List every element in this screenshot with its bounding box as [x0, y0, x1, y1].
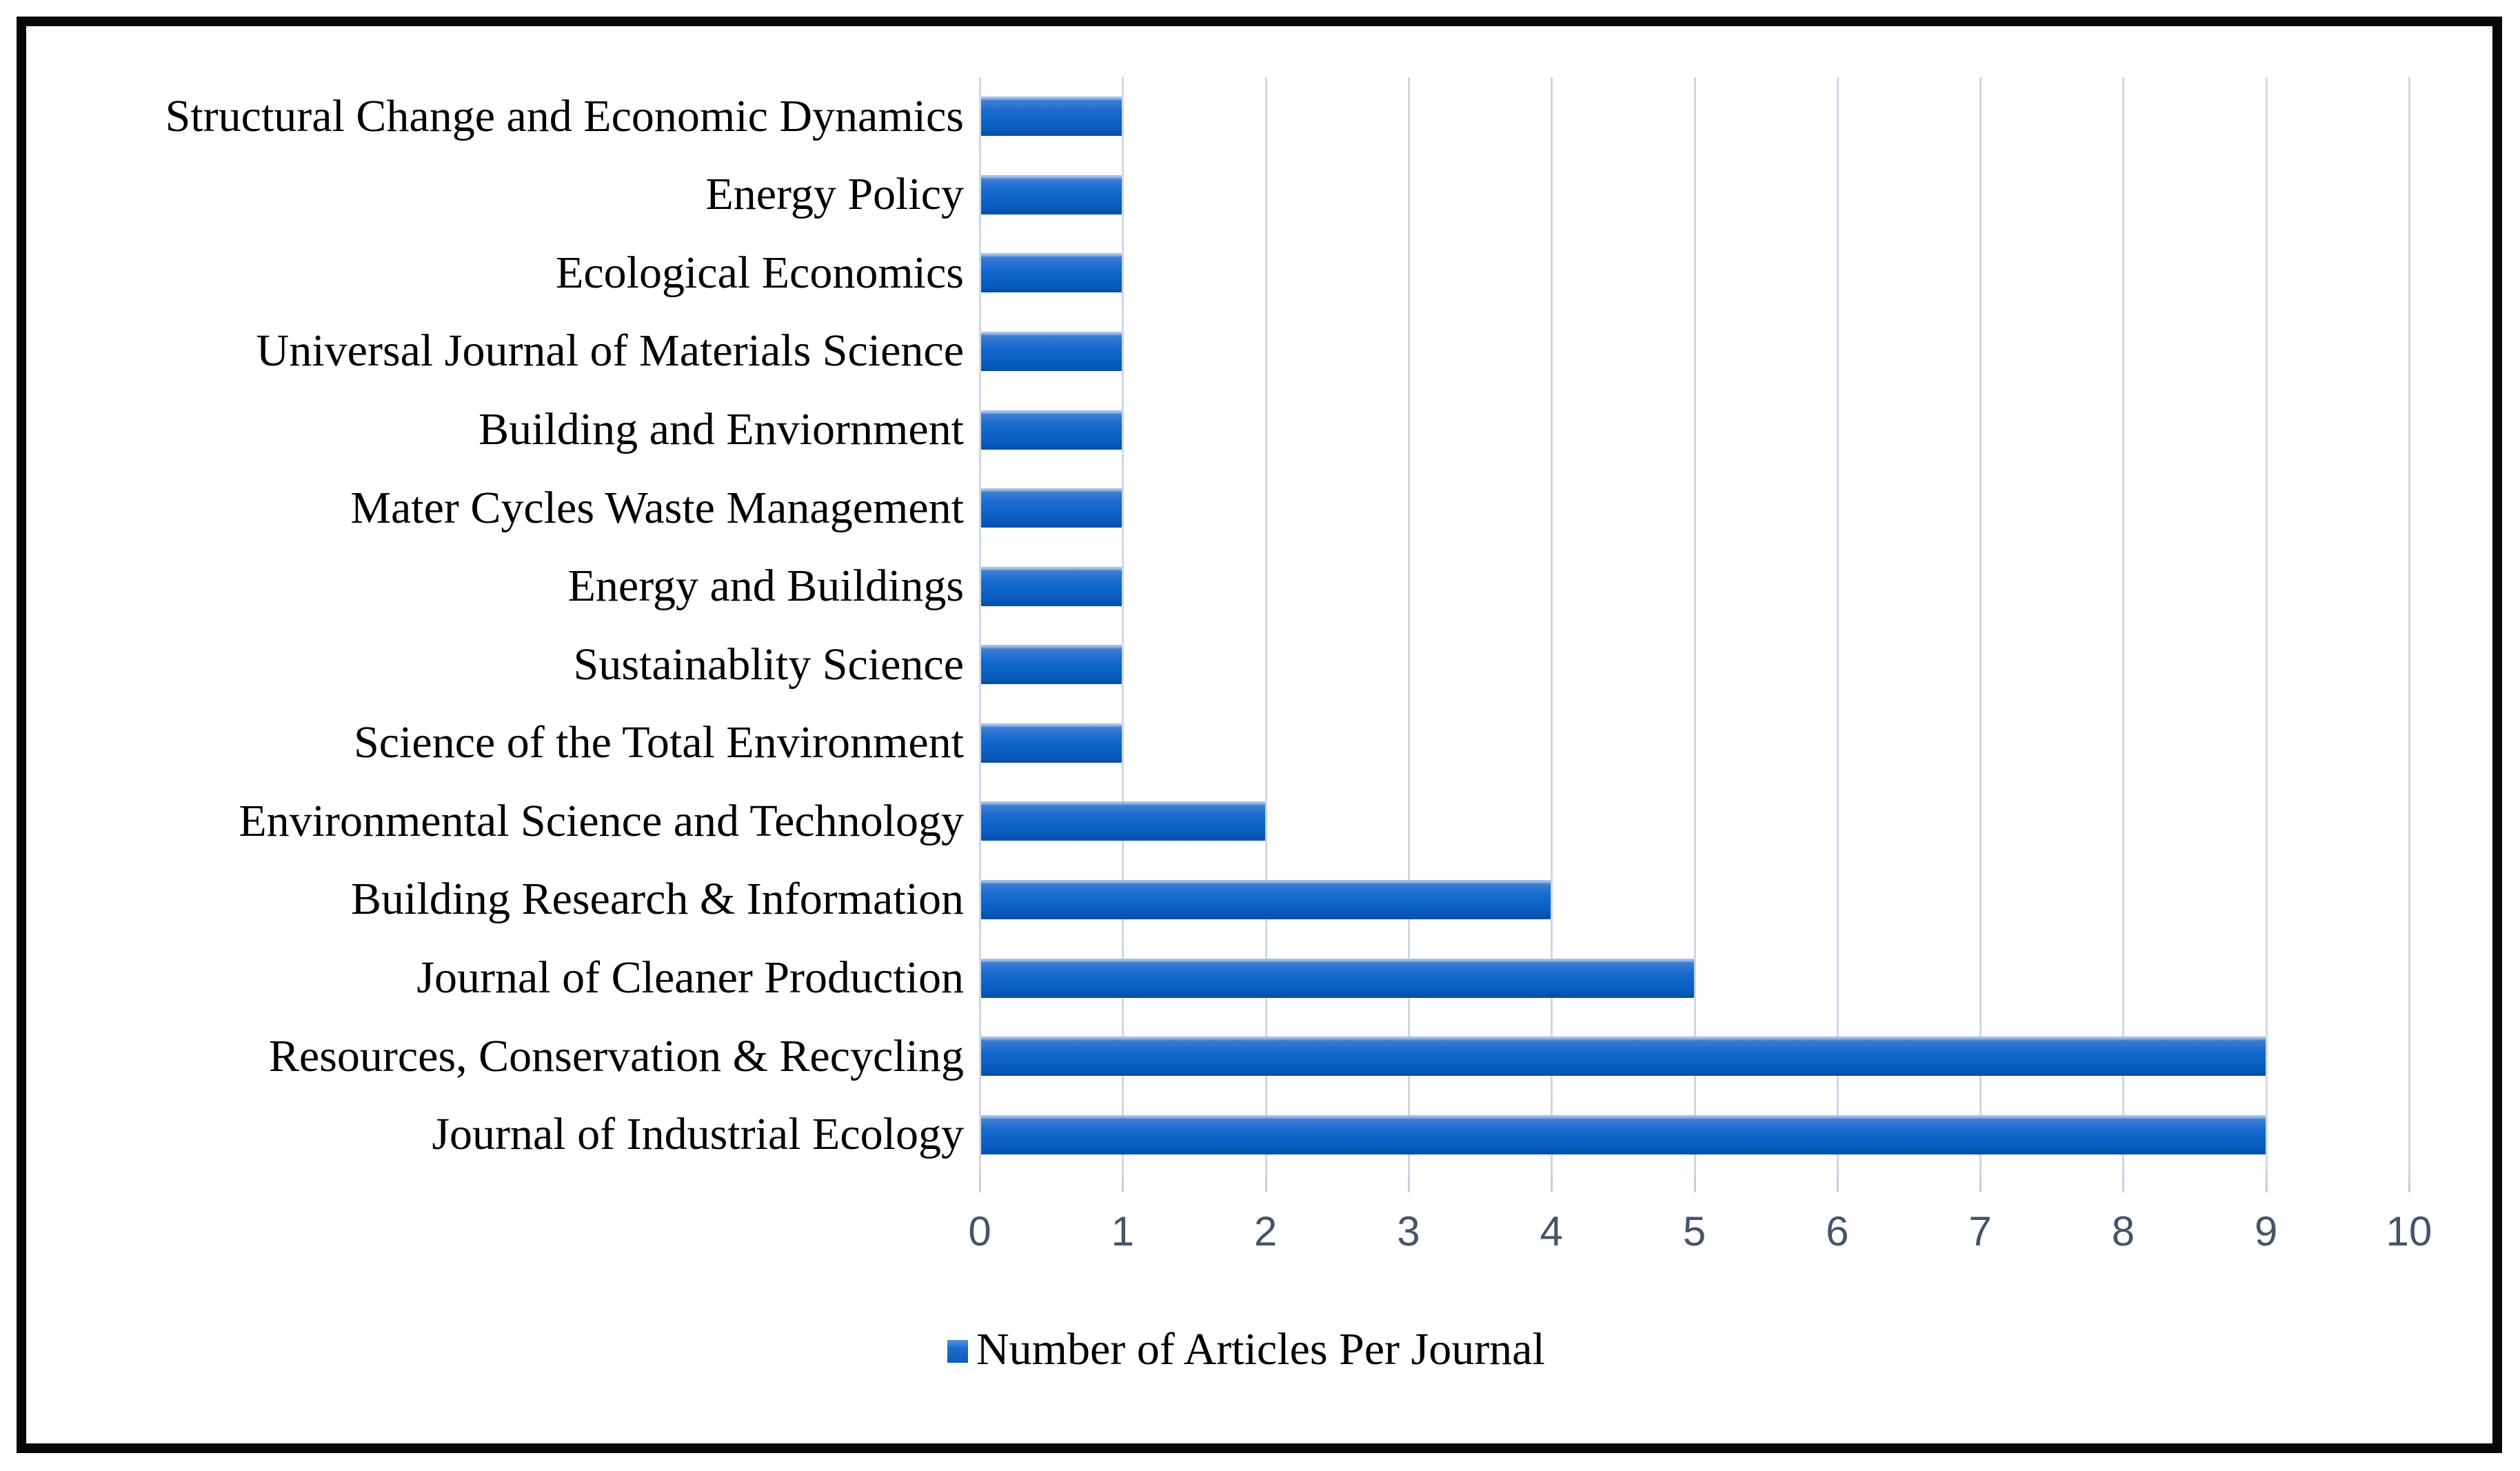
category-label: Structural Change and Economic Dynamics	[165, 90, 964, 141]
plot-area	[979, 77, 2410, 1192]
bar	[981, 723, 1122, 763]
gridline	[1407, 77, 1410, 1174]
gridline	[1551, 77, 1553, 1174]
legend-swatch-icon	[947, 1339, 968, 1363]
x-tick-label: 8	[2111, 1208, 2135, 1254]
tick-mark	[1836, 1174, 1839, 1192]
category-label: Journal of Industrial Ecology	[432, 1109, 964, 1160]
bar	[981, 1037, 2266, 1077]
bar	[981, 410, 1122, 450]
category-axis: Structural Change and Economic Dynamics E…	[28, 0, 964, 1471]
bar	[981, 97, 1122, 137]
tick-mark	[2122, 1174, 2125, 1192]
legend: Number of Articles Per Journal	[947, 1325, 1545, 1374]
gridline	[1122, 77, 1125, 1174]
bar	[981, 645, 1122, 685]
category-label: Building Research & Information	[351, 874, 964, 925]
category-label: Mater Cycles Waste Management	[350, 482, 964, 533]
category-label: Resources, Conservation & Recycling	[268, 1030, 964, 1081]
bar	[981, 253, 1122, 293]
gridline	[1693, 77, 1696, 1174]
tick-mark	[2408, 1174, 2410, 1192]
tick-mark	[1122, 1174, 1125, 1192]
category-label: Energy and Buildings	[567, 561, 964, 612]
x-tick-label: 9	[2255, 1208, 2278, 1254]
bar	[981, 174, 1122, 214]
category-label: Journal of Cleaner Production	[416, 952, 964, 1003]
tick-mark	[1264, 1174, 1267, 1192]
category-label: Energy Policy	[705, 169, 964, 220]
category-label: Universal Journal of Materials Science	[256, 326, 964, 377]
category-label: Environmental Science and Technology	[239, 795, 964, 846]
gridline	[2122, 77, 2125, 1174]
gridline	[979, 77, 981, 1174]
bar	[981, 879, 1551, 919]
tick-mark	[979, 1174, 981, 1192]
category-label: Science of the Total Environment	[354, 717, 964, 768]
x-tick-label: 6	[1826, 1208, 1849, 1254]
bar	[981, 331, 1122, 371]
gridline	[1836, 77, 1839, 1174]
tick-mark	[1693, 1174, 1696, 1192]
bar	[981, 1114, 2266, 1154]
x-tick-label: 7	[1968, 1208, 1992, 1254]
bar	[981, 488, 1122, 528]
figure-border-frame	[17, 17, 2502, 1453]
x-tick-label: 5	[1682, 1208, 1706, 1254]
x-tick-label: 1	[1111, 1208, 1134, 1254]
gridline	[2265, 77, 2268, 1174]
gridline	[1979, 77, 1982, 1174]
tick-mark	[1407, 1174, 1410, 1192]
x-tick-label: 2	[1253, 1208, 1278, 1254]
bar	[981, 801, 1265, 841]
x-tick-label: 3	[1397, 1208, 1420, 1254]
bar	[981, 566, 1122, 606]
x-tick-label: 0	[968, 1208, 991, 1254]
gridline	[2408, 77, 2410, 1174]
tick-mark	[1551, 1174, 1553, 1192]
category-label: Building and Enviornment	[478, 404, 964, 455]
tick-mark	[2265, 1174, 2268, 1192]
legend-label: Number of Articles Per Journal	[976, 1324, 1545, 1374]
bar	[981, 958, 1694, 998]
x-tick-label: 4	[1540, 1208, 1563, 1254]
x-tick-label: 10	[2386, 1208, 2432, 1254]
gridline	[1264, 77, 1267, 1174]
tick-mark	[1979, 1174, 1982, 1192]
category-label: Ecological Economics	[556, 247, 964, 298]
category-label: Sustainablity Science	[573, 639, 964, 690]
